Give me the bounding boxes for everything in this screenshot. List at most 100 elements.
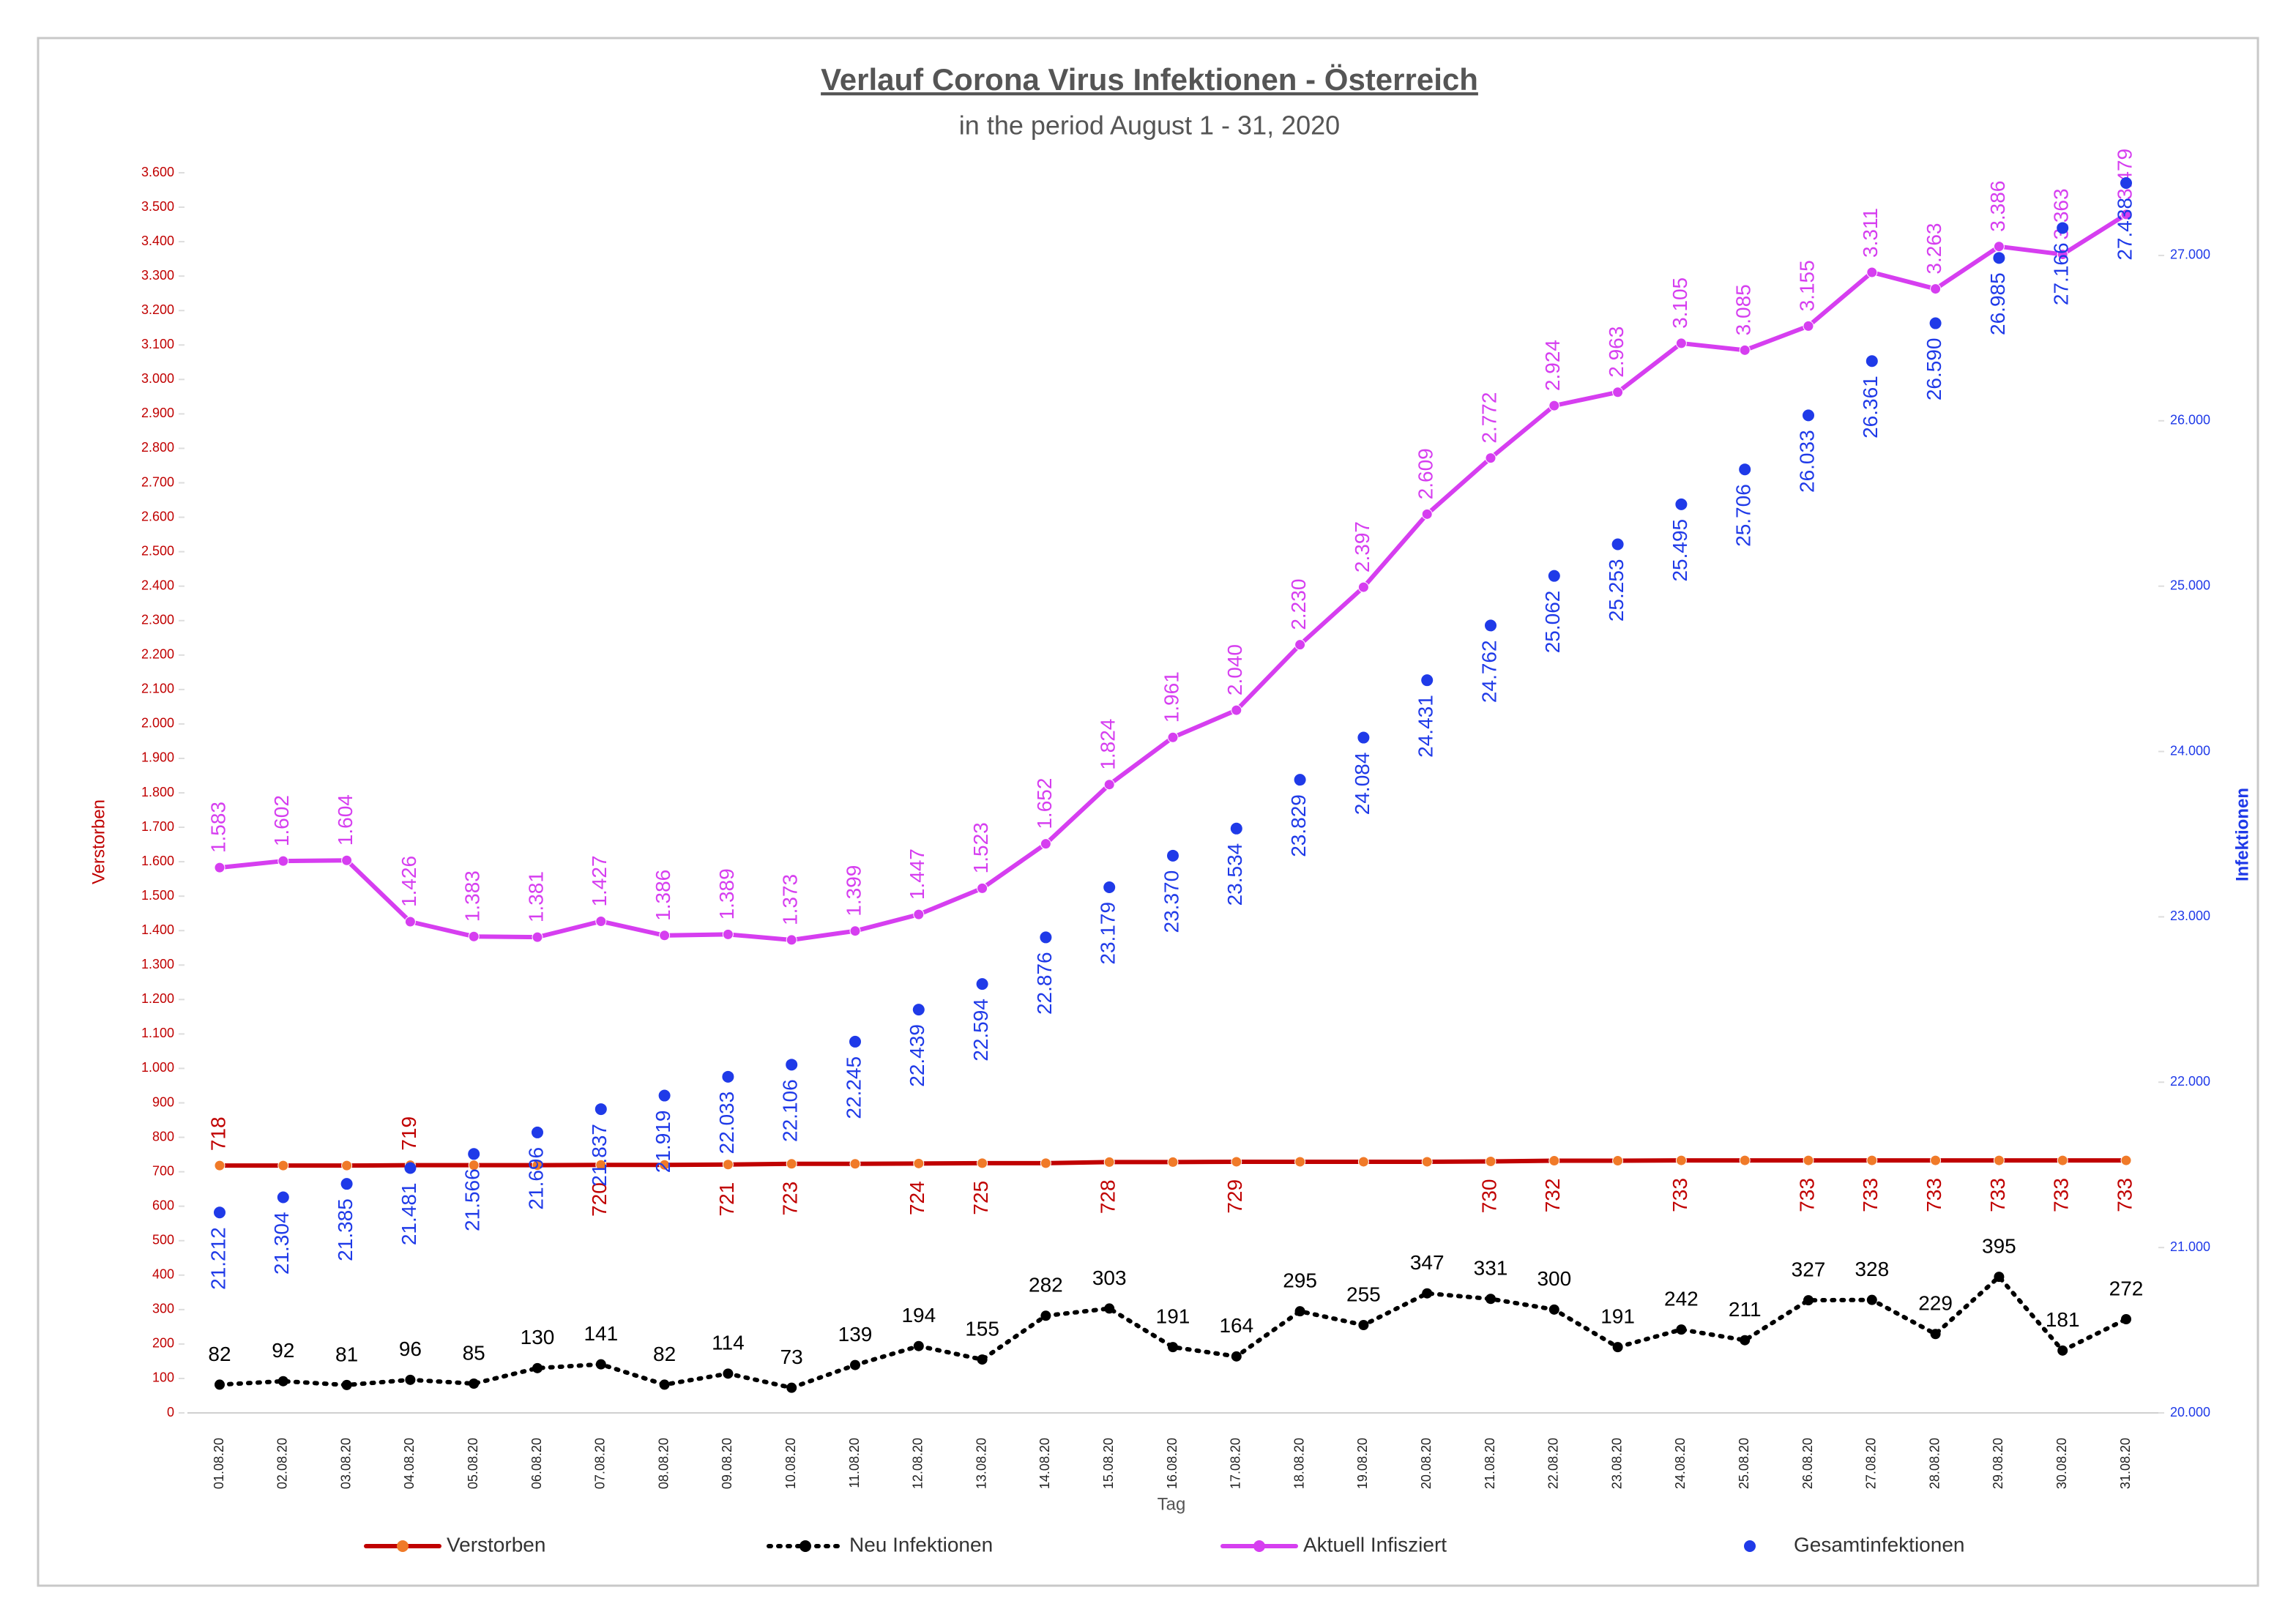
- legend-marker: [397, 1540, 409, 1552]
- data-label: 2.040: [1223, 644, 1246, 695]
- data-point: [1040, 1157, 1051, 1169]
- legend-label: Neu Infektionen: [849, 1533, 993, 1556]
- data-point: [1040, 1310, 1051, 1321]
- data-label: 3.386: [1986, 181, 2009, 232]
- data-label: 733: [1795, 1178, 1818, 1212]
- data-label: 718: [206, 1116, 229, 1151]
- data-label: 721: [715, 1182, 738, 1217]
- data-point: [1993, 252, 2005, 264]
- data-label: 24.084: [1351, 753, 1374, 816]
- data-label: 25.495: [1669, 519, 1691, 582]
- data-label: 2.963: [1605, 327, 1628, 378]
- y-tick-label: 1.100: [141, 1026, 174, 1040]
- data-label: 81: [335, 1343, 358, 1365]
- y-tick-label: 1.400: [141, 922, 174, 937]
- data-point: [1548, 1304, 1559, 1315]
- y-tick-label: 2.600: [141, 509, 174, 523]
- legend-marker: [1253, 1540, 1265, 1552]
- data-point: [786, 1382, 797, 1393]
- data-point: [1040, 931, 1052, 944]
- data-point: [659, 1379, 670, 1390]
- y-tick-label: 3.500: [141, 199, 174, 214]
- data-label: 1.824: [1097, 719, 1119, 770]
- data-point: [468, 1148, 480, 1160]
- data-label: 155: [965, 1317, 999, 1340]
- data-label: 25.062: [1541, 591, 1564, 654]
- y-tick-label: 1.200: [141, 991, 174, 1006]
- x-tick-label: 19.08.20: [1355, 1438, 1370, 1489]
- x-tick-label: 11.08.20: [847, 1438, 862, 1488]
- y2-tick-label: 20.000: [2170, 1405, 2210, 1419]
- y-tick-label: 3.300: [141, 268, 174, 283]
- data-label: 27.438: [2113, 198, 2136, 261]
- data-point: [1740, 1335, 1751, 1346]
- data-label: 21.212: [206, 1227, 229, 1290]
- data-point: [1612, 1342, 1623, 1353]
- data-label: 24.762: [1477, 640, 1500, 703]
- data-point: [1548, 1155, 1560, 1167]
- data-point: [594, 1103, 607, 1116]
- data-label: 141: [584, 1322, 618, 1345]
- data-point: [912, 1004, 925, 1016]
- data-label: 25.253: [1605, 559, 1628, 622]
- data-point: [1231, 1351, 1242, 1362]
- data-label: 27.166: [2050, 242, 2073, 305]
- data-label: 725: [969, 1181, 992, 1215]
- data-label: 23.179: [1097, 902, 1119, 965]
- data-point: [1422, 1288, 1433, 1299]
- data-point: [1930, 1154, 1942, 1166]
- data-label: 728: [1097, 1179, 1119, 1214]
- data-point: [1357, 1156, 1369, 1168]
- x-tick-label: 21.08.20: [1483, 1438, 1497, 1489]
- data-label: 724: [906, 1181, 928, 1215]
- x-tick-label: 10.08.20: [783, 1438, 798, 1489]
- data-point: [1612, 387, 1624, 398]
- data-point: [1930, 1329, 1941, 1340]
- data-point: [1866, 1294, 1877, 1305]
- y-tick-label: 800: [152, 1129, 174, 1143]
- data-label: 729: [1223, 1179, 1246, 1214]
- data-label: 1.523: [969, 822, 992, 873]
- data-point: [1803, 1154, 1814, 1166]
- data-label: 181: [2046, 1308, 2080, 1331]
- data-label: 21.919: [652, 1111, 674, 1174]
- x-tick-label: 04.08.20: [402, 1438, 417, 1489]
- y-tick-label: 1.600: [141, 854, 174, 868]
- data-label: 21.481: [398, 1182, 420, 1245]
- legend-marker: [800, 1540, 811, 1552]
- y-tick-label: 2.400: [141, 578, 174, 592]
- y-tick-label: 3.600: [141, 165, 174, 179]
- data-label: 22.594: [969, 999, 992, 1062]
- data-label: 1.961: [1160, 671, 1182, 723]
- data-label: 24.431: [1414, 695, 1437, 758]
- data-label: 26.985: [1986, 272, 2009, 335]
- data-label: 733: [1923, 1178, 1945, 1212]
- data-label: 194: [901, 1304, 936, 1327]
- data-label: 2.230: [1287, 579, 1310, 630]
- y-tick-label: 300: [152, 1302, 174, 1316]
- data-point: [1739, 1154, 1751, 1166]
- data-label: 23.370: [1160, 870, 1182, 933]
- y2-tick-label: 23.000: [2170, 908, 2210, 923]
- data-point: [468, 1160, 480, 1171]
- data-point: [1167, 849, 1179, 862]
- data-point: [1866, 266, 1878, 278]
- data-label: 26.361: [1859, 376, 1882, 439]
- data-label: 733: [2050, 1178, 2073, 1212]
- x-tick-label: 26.08.20: [1800, 1438, 1815, 1489]
- data-point: [277, 1191, 289, 1204]
- data-label: 2.924: [1541, 340, 1564, 391]
- data-label: 733: [1859, 1178, 1882, 1212]
- y-tick-label: 2.200: [141, 647, 174, 662]
- data-point: [1294, 1156, 1306, 1168]
- data-point: [2057, 1345, 2068, 1356]
- data-point: [2120, 177, 2132, 190]
- data-label: 2.609: [1414, 448, 1437, 499]
- data-point: [976, 978, 988, 990]
- data-label: 2.772: [1477, 392, 1500, 444]
- y-tick-label: 1.500: [141, 888, 174, 903]
- data-point: [340, 1178, 353, 1190]
- data-point: [723, 1368, 734, 1379]
- data-point: [1803, 1295, 1814, 1306]
- x-tick-label: 07.08.20: [593, 1438, 608, 1489]
